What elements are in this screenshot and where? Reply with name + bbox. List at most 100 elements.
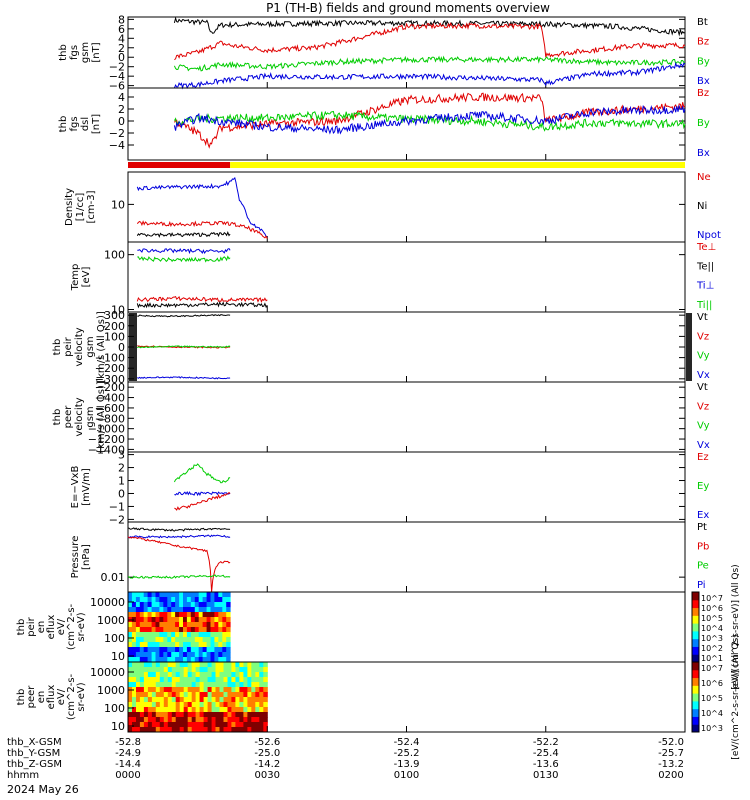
ephemeris-value: -52.6 [254, 737, 280, 748]
spectrogram-cell [151, 602, 156, 608]
spectrogram-cell [231, 722, 236, 728]
spectrogram-cell [179, 597, 184, 603]
spectrogram-cell [251, 697, 256, 703]
series-Ti|| [137, 255, 231, 263]
spectrogram-cell [135, 632, 141, 638]
spectrogram-cell [202, 632, 207, 638]
spectrogram-cell [219, 692, 224, 698]
spectrogram-cell [147, 717, 153, 723]
spectrogram-cell [143, 662, 149, 668]
spectrogram-cell [128, 602, 133, 608]
spectrogram-cell [155, 672, 161, 678]
spectrogram-cell [215, 697, 220, 703]
spectrogram-cell [163, 692, 169, 698]
spectrogram-cell [151, 712, 157, 718]
legend-entry: Ti⊥ [696, 281, 714, 292]
spectrogram-cell [203, 667, 209, 673]
spectrogram-cell [147, 712, 153, 718]
spectrogram-cell [247, 702, 252, 708]
spectrogram-cell [147, 672, 153, 678]
spectrogram-cell [186, 622, 192, 628]
spectrogram-cell [155, 702, 161, 708]
spectrogram-cell [155, 597, 160, 603]
legend-entry: Ne [697, 172, 711, 183]
spectrogram-cell [135, 602, 141, 608]
spectrogram-cell [218, 592, 223, 598]
spectrogram-cell [143, 717, 149, 723]
spectrogram-cell [147, 692, 153, 698]
spectrogram-cell [215, 722, 220, 728]
spectrogram-cell [183, 687, 189, 693]
spectrogram-cell [202, 612, 207, 618]
y-axis-label: eV/ [56, 618, 67, 635]
spectrogram-cell [175, 607, 180, 613]
spectrogram-cell [199, 712, 205, 718]
y-axis-label: fgs [69, 116, 80, 131]
spectrogram-cell [155, 657, 160, 663]
y-tick-label: 100 [104, 249, 125, 262]
spectrogram-cell [239, 722, 244, 728]
y-axis-label: Temp [70, 264, 81, 292]
spectrogram-cell [214, 627, 219, 633]
spectrogram-cell [247, 667, 252, 673]
spectrogram-cell [159, 697, 165, 703]
spectrogram-cell [163, 632, 168, 638]
spectrogram-cell [136, 702, 141, 708]
spectrogram-cell [222, 632, 227, 638]
spectrogram-cell [227, 707, 232, 713]
spectrogram-cell [198, 597, 204, 603]
spectrogram-cell [255, 682, 260, 688]
colorbar-tick-label: 10^6 [701, 679, 723, 688]
spectrogram-cell [195, 702, 201, 708]
y-axis-label: [mV/m] [81, 468, 92, 506]
spectrogram-cell [139, 667, 145, 673]
series-By [173, 55, 686, 72]
spectrogram-cell [190, 602, 196, 608]
spectrogram-cell [187, 717, 193, 723]
spectrogram-cell [132, 692, 137, 698]
spectrogram-cell [175, 642, 180, 648]
y-axis-label: gsm [85, 336, 96, 357]
spectrogram-cell [211, 697, 217, 703]
spectrogram-cell [251, 727, 256, 733]
spectrogram-cell [139, 657, 145, 663]
spectrogram-cell [214, 647, 219, 653]
spectrogram-cell [128, 712, 133, 718]
spectrogram-cell [175, 647, 180, 653]
ephemeris-value: -13.9 [394, 759, 420, 770]
spectrogram-cell [147, 637, 152, 643]
spectrogram-cell [199, 692, 205, 698]
spectrogram-cell [143, 707, 149, 713]
spectrogram-cell [255, 712, 260, 718]
spectrogram-cell [198, 607, 204, 613]
legend-entry: By [697, 118, 710, 129]
spectrogram-cell [222, 592, 227, 598]
spectrogram-cell [223, 702, 228, 708]
y-axis-label: [nT] [91, 42, 102, 62]
spectrogram-cell [183, 657, 188, 663]
spectrogram-cell [194, 597, 200, 603]
spectrogram-cell [183, 712, 189, 718]
spectrogram-cell [263, 672, 268, 678]
spectrogram-cell [171, 597, 176, 603]
spectrogram-cell [171, 707, 177, 713]
spectrogram-cell [215, 682, 220, 688]
ephemeris-value: -24.9 [115, 748, 141, 759]
spectrogram-cell [215, 667, 220, 673]
spectrogram-cell [171, 607, 176, 613]
spectrogram-cell [143, 592, 149, 598]
spectrogram-cell [175, 677, 181, 683]
spectrogram-cell [151, 637, 156, 643]
spectrogram-cell [159, 652, 164, 658]
y-tick-label: 8 [118, 13, 125, 26]
series-Ni [136, 231, 231, 238]
y-axis-label: (cm^2-s- [66, 603, 77, 650]
spectrogram-cell [219, 707, 224, 713]
spectrogram-cell [263, 702, 268, 708]
y-tick-label: 1000 [97, 614, 125, 627]
colorbar-tick-label: 10^3 [701, 634, 723, 643]
spectrogram-cell [198, 647, 204, 653]
spectrogram-cell [175, 612, 180, 618]
spectrogram-cell [171, 602, 176, 608]
